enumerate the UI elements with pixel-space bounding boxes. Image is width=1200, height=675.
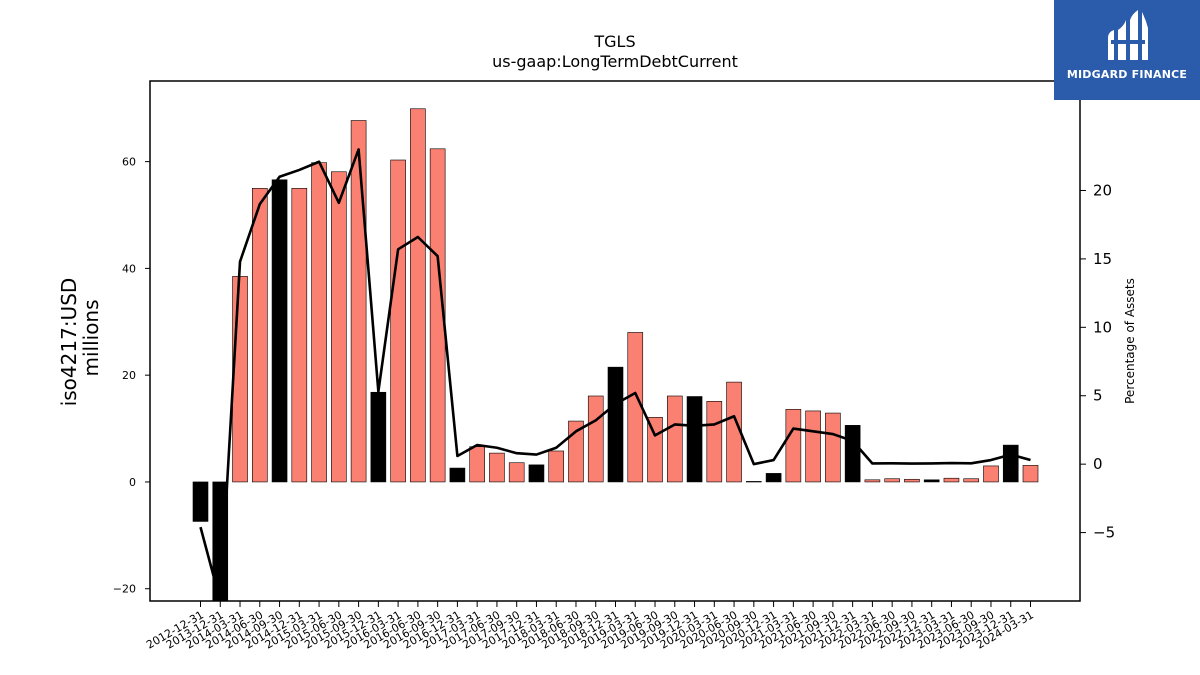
bar-annual [686, 396, 703, 483]
bars [192, 108, 1039, 601]
y-axis-label: iso4217:USD [57, 278, 81, 407]
bar-annual [844, 425, 861, 483]
bar-quarterly [943, 477, 960, 483]
bar-quarterly [390, 159, 406, 483]
bar-quarterly [587, 395, 604, 483]
bar-quarterly [904, 478, 920, 483]
plot-frame [149, 80, 1081, 602]
bar-annual [212, 481, 229, 601]
bar-quarterly [785, 409, 802, 483]
bar-quarterly [429, 148, 446, 483]
y2-tick-label: 10 [1093, 318, 1112, 336]
y-tick-label: 0 [129, 476, 136, 489]
bar-quarterly [232, 276, 248, 483]
bar-annual [1002, 444, 1019, 483]
bar-quarterly [311, 162, 327, 483]
percentage-line-layer [199, 148, 1031, 601]
bar-quarterly [469, 446, 485, 483]
bar-annual [192, 481, 209, 522]
bar-quarterly [983, 465, 999, 483]
chart-subtitle: us-gaap:LongTermDebtCurrent [492, 52, 738, 71]
bar-quarterly [963, 478, 980, 483]
bar-quarterly [1022, 465, 1039, 483]
bar-quarterly [706, 401, 723, 483]
y-tick-label: 20 [122, 369, 136, 382]
bar-annual [607, 366, 624, 483]
y-axis-right: −5 0 5 10 15 20 [1080, 181, 1115, 542]
y-tick-label: 60 [122, 156, 136, 169]
bar-annual [528, 464, 545, 483]
bar-quarterly [568, 420, 584, 483]
bar-quarterly [331, 171, 347, 483]
y-tick-label: −20 [113, 583, 136, 596]
brand-logo: MIDGARD FINANCE [1054, 0, 1200, 100]
y2-axis-label: Percentage of Assets [1123, 278, 1137, 404]
bar-annual [923, 479, 940, 483]
bar-quarterly [746, 481, 762, 483]
y2-tick-label: 20 [1093, 181, 1112, 199]
bar-quarterly [884, 478, 900, 483]
y2-tick-label: 5 [1093, 387, 1103, 405]
bar-quarterly [410, 108, 426, 483]
y2-tick-label: 0 [1093, 455, 1103, 473]
y2-tick-label: −5 [1093, 524, 1115, 542]
bar-annual [449, 467, 466, 483]
bar-annual [271, 179, 288, 483]
midgard-logo-icon [1108, 10, 1148, 60]
bar-quarterly [489, 452, 505, 483]
bar-quarterly [864, 479, 881, 483]
bar-annual [370, 391, 387, 483]
brand-name: MIDGARD FINANCE [1066, 68, 1188, 81]
bar-quarterly [508, 462, 525, 483]
x-axis: 2012-12-312013-12-312014-03-312014-06-30… [144, 601, 1036, 652]
bar-quarterly [825, 412, 841, 483]
bar-quarterly [291, 188, 308, 483]
chart-title: TGLS [594, 32, 636, 51]
bar-quarterly [805, 410, 821, 483]
y-axis-label-units: millions [79, 299, 103, 376]
y-axis-left: −20 0 20 40 60 [113, 156, 150, 596]
bar-annual [765, 473, 782, 483]
y-tick-label: 40 [122, 262, 136, 275]
bar-quarterly [666, 395, 683, 483]
bar-quarterly [548, 450, 565, 483]
bar-quarterly [350, 120, 367, 483]
bar-quarterly [251, 188, 268, 483]
percentage-of-assets-line [199, 148, 1031, 601]
y2-tick-label: 15 [1093, 250, 1112, 268]
